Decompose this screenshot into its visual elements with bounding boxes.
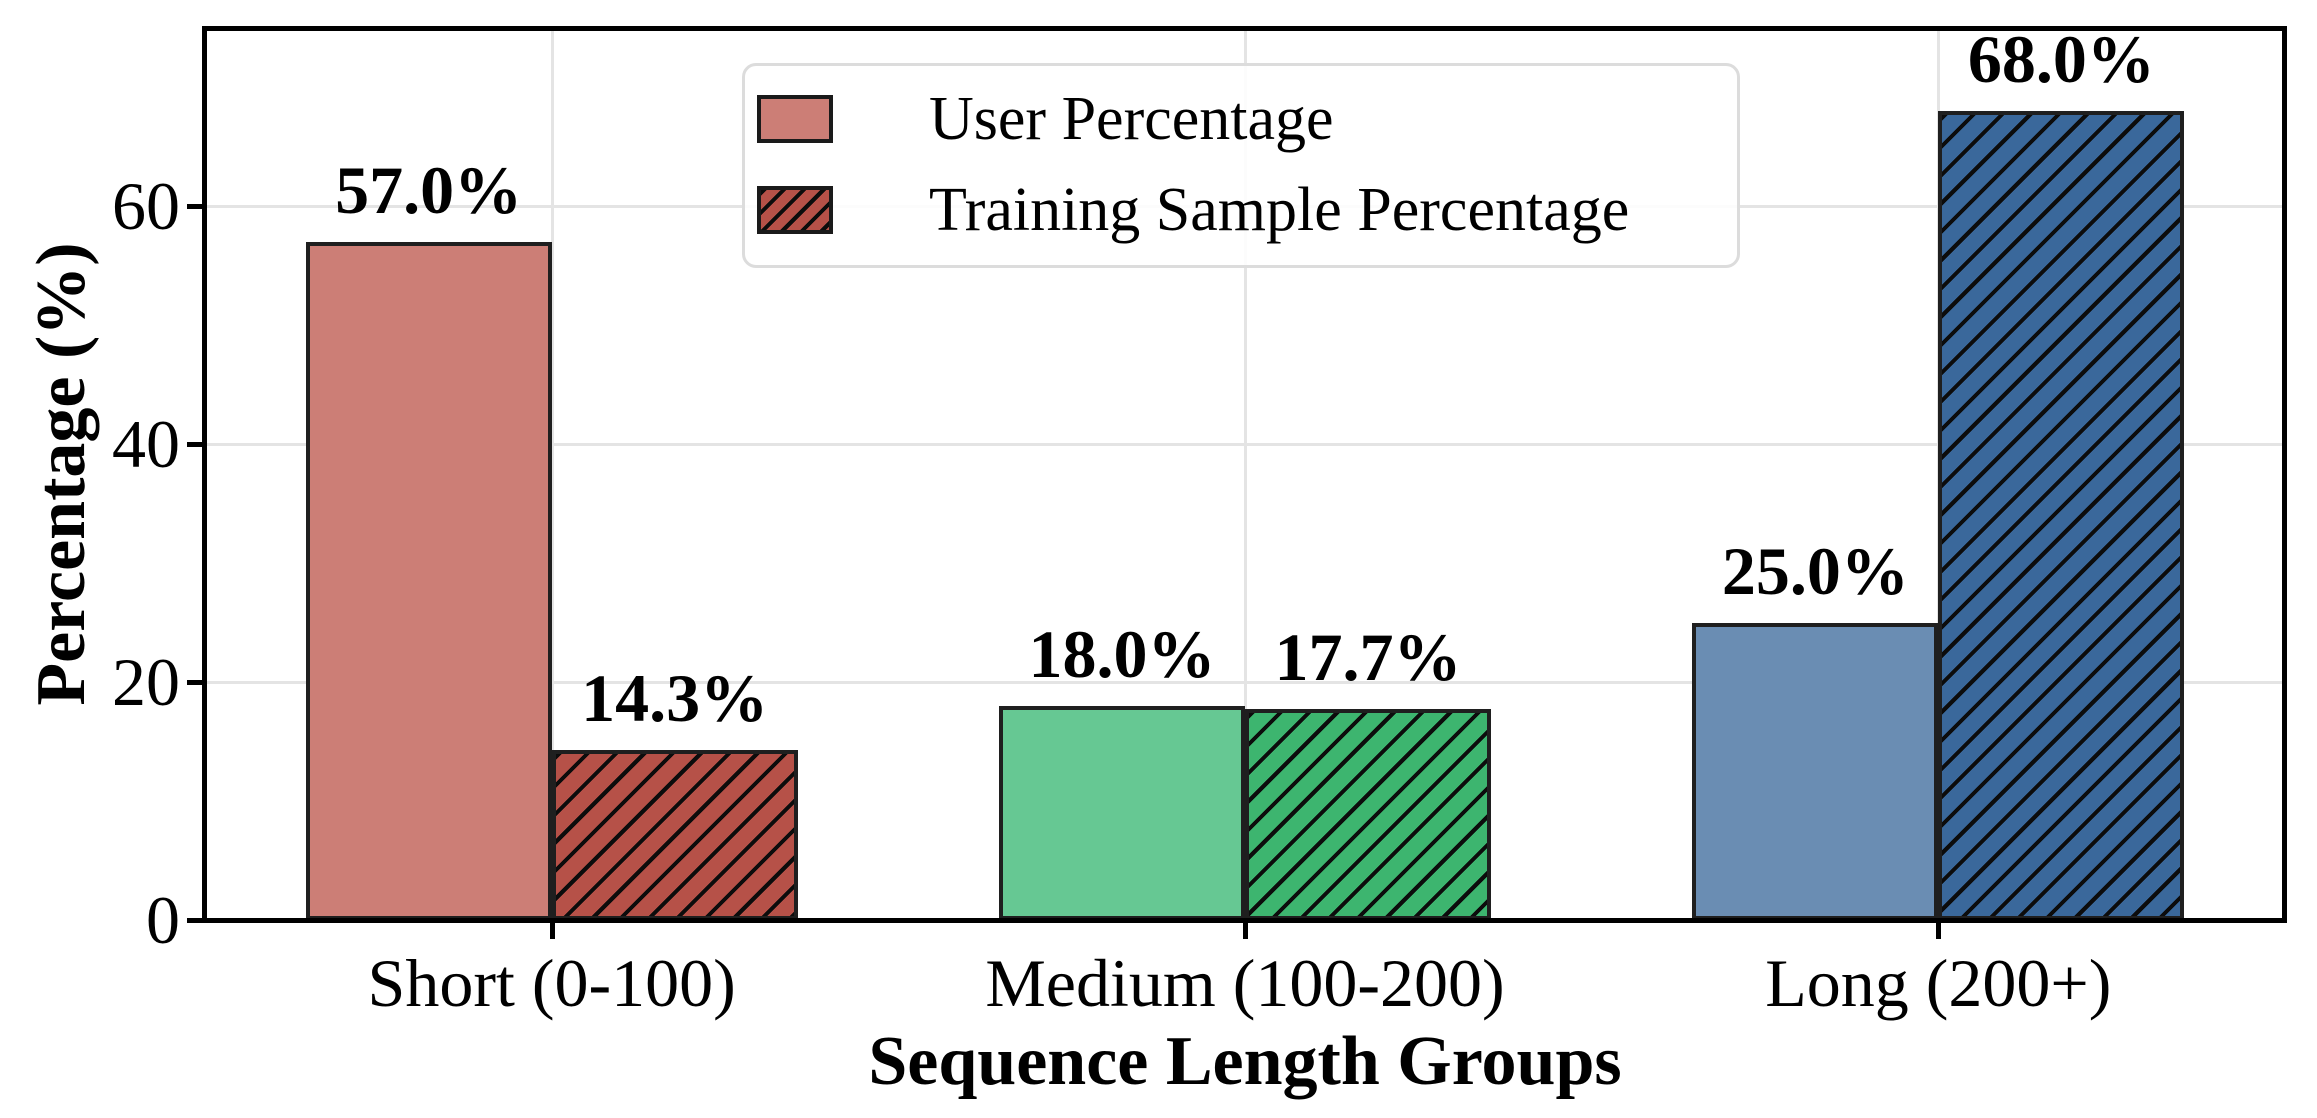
gridline-vertical (1244, 28, 1247, 920)
legend-label: User Percentage (929, 84, 1334, 153)
y-tick-label: 0 (146, 882, 180, 958)
bar-value-label: 68.0% (1967, 21, 2155, 98)
legend-swatch-user-percentage (757, 95, 833, 143)
legend-label: Training Sample Percentage (929, 175, 1630, 244)
legend-row: User Percentage (757, 84, 1717, 155)
y-tick-label: 20 (112, 644, 180, 721)
bar-user-1 (999, 705, 1245, 920)
y-tick-label: 60 (112, 168, 180, 245)
bar-value-label: 57.0% (335, 152, 523, 229)
bar-training-1 (1245, 709, 1491, 920)
bar-value-label: 25.0% (1721, 532, 1909, 609)
y-tick-mark (187, 442, 204, 448)
bar-user-2 (1692, 622, 1939, 920)
gridline-horizontal (205, 443, 2285, 447)
legend-swatch-training-sample-percentage (757, 186, 833, 234)
bar-training-0 (551, 749, 798, 920)
gridline-vertical (550, 28, 554, 920)
x-tick-mark (549, 922, 555, 939)
x-tick-mark (1936, 922, 1942, 939)
x-tick-label: Medium (100-200) (985, 945, 1505, 1021)
bar-value-label: 14.3% (581, 659, 769, 736)
x-tick-label: Long (200+) (1765, 945, 2112, 1021)
bar-user-0 (305, 242, 552, 920)
legend: User Percentage Training Sample Percentag… (742, 63, 1740, 268)
legend-row: Training Sample Percentage (757, 175, 1717, 246)
bar-value-label: 17.7% (1274, 619, 1462, 696)
bar-value-label: 18.0% (1028, 615, 1216, 692)
x-axis-label: Sequence Length Groups (868, 1023, 1622, 1100)
x-tick-label: Short (0-100) (367, 945, 736, 1021)
y-tick-label: 40 (112, 406, 180, 483)
plot-frame (202, 26, 2287, 923)
bar-training-2 (1938, 111, 2185, 920)
y-tick-mark (187, 204, 204, 210)
x-tick-mark (1243, 922, 1248, 939)
y-tick-mark (187, 680, 204, 686)
y-tick-mark (187, 918, 204, 923)
gridline-horizontal (205, 681, 2285, 685)
